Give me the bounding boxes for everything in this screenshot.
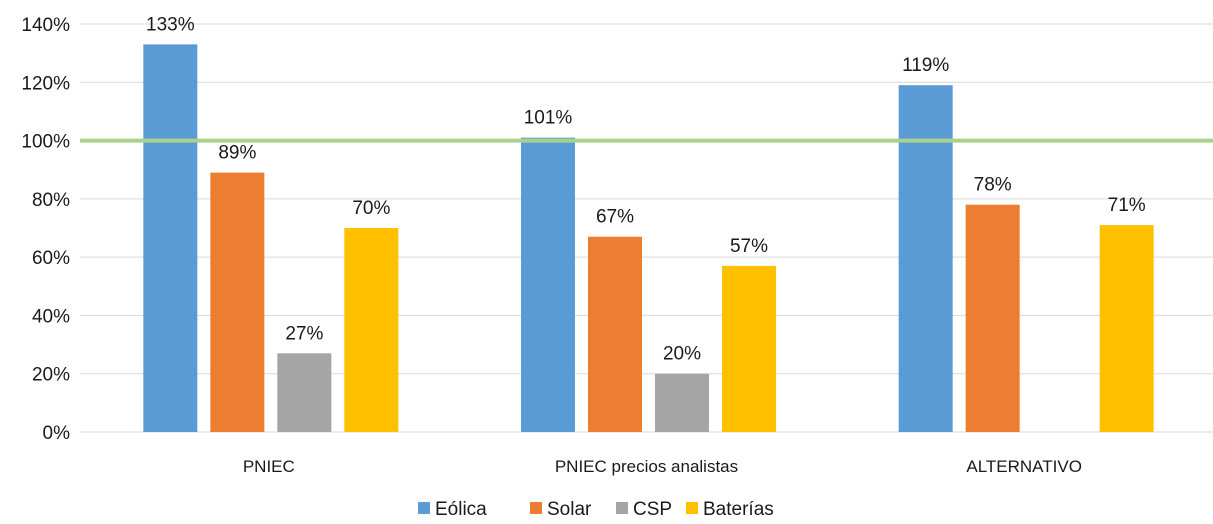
legend-label: Baterías bbox=[703, 499, 774, 520]
data-label: 70% bbox=[352, 198, 390, 219]
y-tick-label: 140% bbox=[21, 15, 70, 36]
bar-solar-2 bbox=[965, 204, 1020, 432]
data-label: 133% bbox=[146, 14, 195, 35]
bar-bater-as-1 bbox=[722, 265, 776, 432]
x-category-label: PNIEC precios analistas bbox=[555, 457, 738, 476]
bar-e-lica-2 bbox=[898, 85, 953, 432]
bar-e-lica-0 bbox=[143, 44, 198, 433]
legend-swatch bbox=[530, 502, 542, 514]
bar-solar-0 bbox=[210, 172, 265, 432]
y-tick-label: 80% bbox=[32, 190, 70, 211]
y-tick-label: 100% bbox=[21, 132, 70, 153]
bar-bater-as-0 bbox=[344, 228, 399, 432]
data-label: 119% bbox=[902, 55, 949, 76]
legend-swatch bbox=[686, 502, 698, 514]
data-label: 67% bbox=[596, 207, 634, 228]
x-category-label: PNIEC bbox=[243, 457, 295, 476]
bars bbox=[143, 44, 1154, 433]
data-label: 20% bbox=[663, 344, 701, 365]
y-tick-label: 40% bbox=[32, 306, 70, 327]
legend-label: Solar bbox=[547, 499, 592, 520]
y-tick-label: 0% bbox=[43, 423, 71, 444]
bar-e-lica-1 bbox=[521, 137, 575, 432]
data-label: 89% bbox=[218, 143, 256, 164]
bar-bater-as-2 bbox=[1099, 225, 1154, 432]
legend-swatch bbox=[616, 502, 628, 514]
bar-csp-1 bbox=[655, 373, 709, 432]
y-tick-label: 20% bbox=[32, 365, 70, 386]
y-tick-label: 60% bbox=[32, 248, 70, 269]
legend-swatch bbox=[418, 502, 430, 514]
data-label: 71% bbox=[1108, 195, 1146, 216]
data-label: 27% bbox=[285, 323, 323, 344]
data-label: 78% bbox=[974, 175, 1012, 196]
data-labels: 133% 89% 27% 70% 101% 67% 20% 57% 119% 78% 71% bbox=[146, 14, 1146, 364]
bar-solar-1 bbox=[588, 236, 642, 432]
legend-label: Eólica bbox=[435, 499, 487, 520]
x-category-label: ALTERNATIVO bbox=[966, 457, 1082, 476]
legend: Eólica Solar CSP Baterías bbox=[418, 499, 774, 520]
bar-csp-0 bbox=[277, 353, 332, 432]
x-axis-categories: PNIEC PNIEC precios analistas ALTERNATIVO bbox=[243, 457, 1082, 476]
y-tick-label: 120% bbox=[21, 73, 70, 94]
y-axis-ticks: 0% 20% 40% 60% 80% 100% 120% 140% bbox=[21, 15, 70, 444]
legend-label: CSP bbox=[633, 499, 672, 520]
data-label: 101% bbox=[524, 108, 573, 129]
data-label: 57% bbox=[730, 236, 768, 257]
